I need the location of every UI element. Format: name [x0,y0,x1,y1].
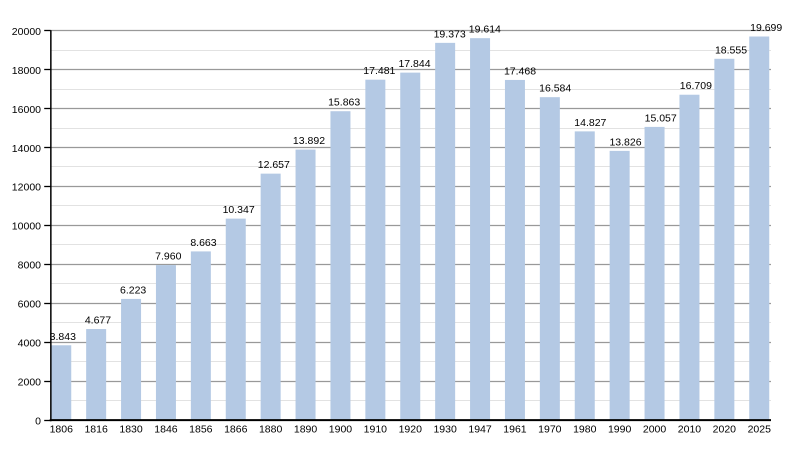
svg-text:1830: 1830 [119,424,143,436]
svg-text:18000: 18000 [12,65,41,77]
svg-text:1947: 1947 [468,424,492,436]
svg-text:19.614: 19.614 [469,24,501,36]
svg-text:13.826: 13.826 [609,136,641,148]
svg-text:10.347: 10.347 [223,204,255,216]
svg-text:1856: 1856 [189,424,213,436]
svg-text:1980: 1980 [573,424,597,436]
svg-text:1970: 1970 [538,424,562,436]
svg-text:2000: 2000 [643,424,667,436]
svg-text:19.373: 19.373 [434,28,466,40]
svg-text:10000: 10000 [12,221,41,233]
svg-text:19.699: 19.699 [750,22,782,34]
svg-text:1990: 1990 [608,424,632,436]
svg-text:17.468: 17.468 [504,65,536,77]
svg-text:12000: 12000 [12,182,41,194]
svg-text:6.223: 6.223 [120,284,146,296]
svg-text:3.843: 3.843 [50,331,76,343]
svg-text:20000: 20000 [12,26,41,38]
svg-text:18.555: 18.555 [715,44,747,56]
svg-text:1880: 1880 [259,424,283,436]
svg-text:1900: 1900 [329,424,353,436]
svg-text:2010: 2010 [678,424,702,436]
svg-text:1910: 1910 [364,424,388,436]
svg-text:7.960: 7.960 [155,251,181,263]
svg-text:6000: 6000 [18,299,42,311]
svg-text:1920: 1920 [399,424,423,436]
svg-text:14.827: 14.827 [574,117,606,129]
svg-text:14000: 14000 [12,143,41,155]
svg-text:2000: 2000 [18,376,42,388]
svg-text:1806: 1806 [50,424,74,436]
svg-text:2020: 2020 [713,424,737,436]
svg-text:17.481: 17.481 [363,65,395,77]
svg-text:16000: 16000 [12,104,41,116]
svg-text:1961: 1961 [503,424,527,436]
svg-text:1930: 1930 [433,424,457,436]
svg-text:16.709: 16.709 [680,80,712,92]
svg-text:8.663: 8.663 [190,237,216,249]
svg-text:12.657: 12.657 [258,159,290,171]
svg-text:0: 0 [35,415,41,427]
svg-text:17.844: 17.844 [398,58,430,70]
svg-text:2025: 2025 [748,424,772,436]
svg-text:15.863: 15.863 [328,97,360,109]
svg-text:4.677: 4.677 [85,315,111,327]
svg-text:1846: 1846 [154,424,178,436]
svg-text:1866: 1866 [224,424,248,436]
svg-text:1890: 1890 [294,424,318,436]
svg-text:1816: 1816 [84,424,108,436]
svg-text:15.057: 15.057 [645,112,677,124]
svg-text:16.584: 16.584 [539,83,571,95]
svg-text:13.892: 13.892 [293,135,325,147]
svg-text:4000: 4000 [18,338,42,350]
svg-text:8000: 8000 [18,260,42,272]
